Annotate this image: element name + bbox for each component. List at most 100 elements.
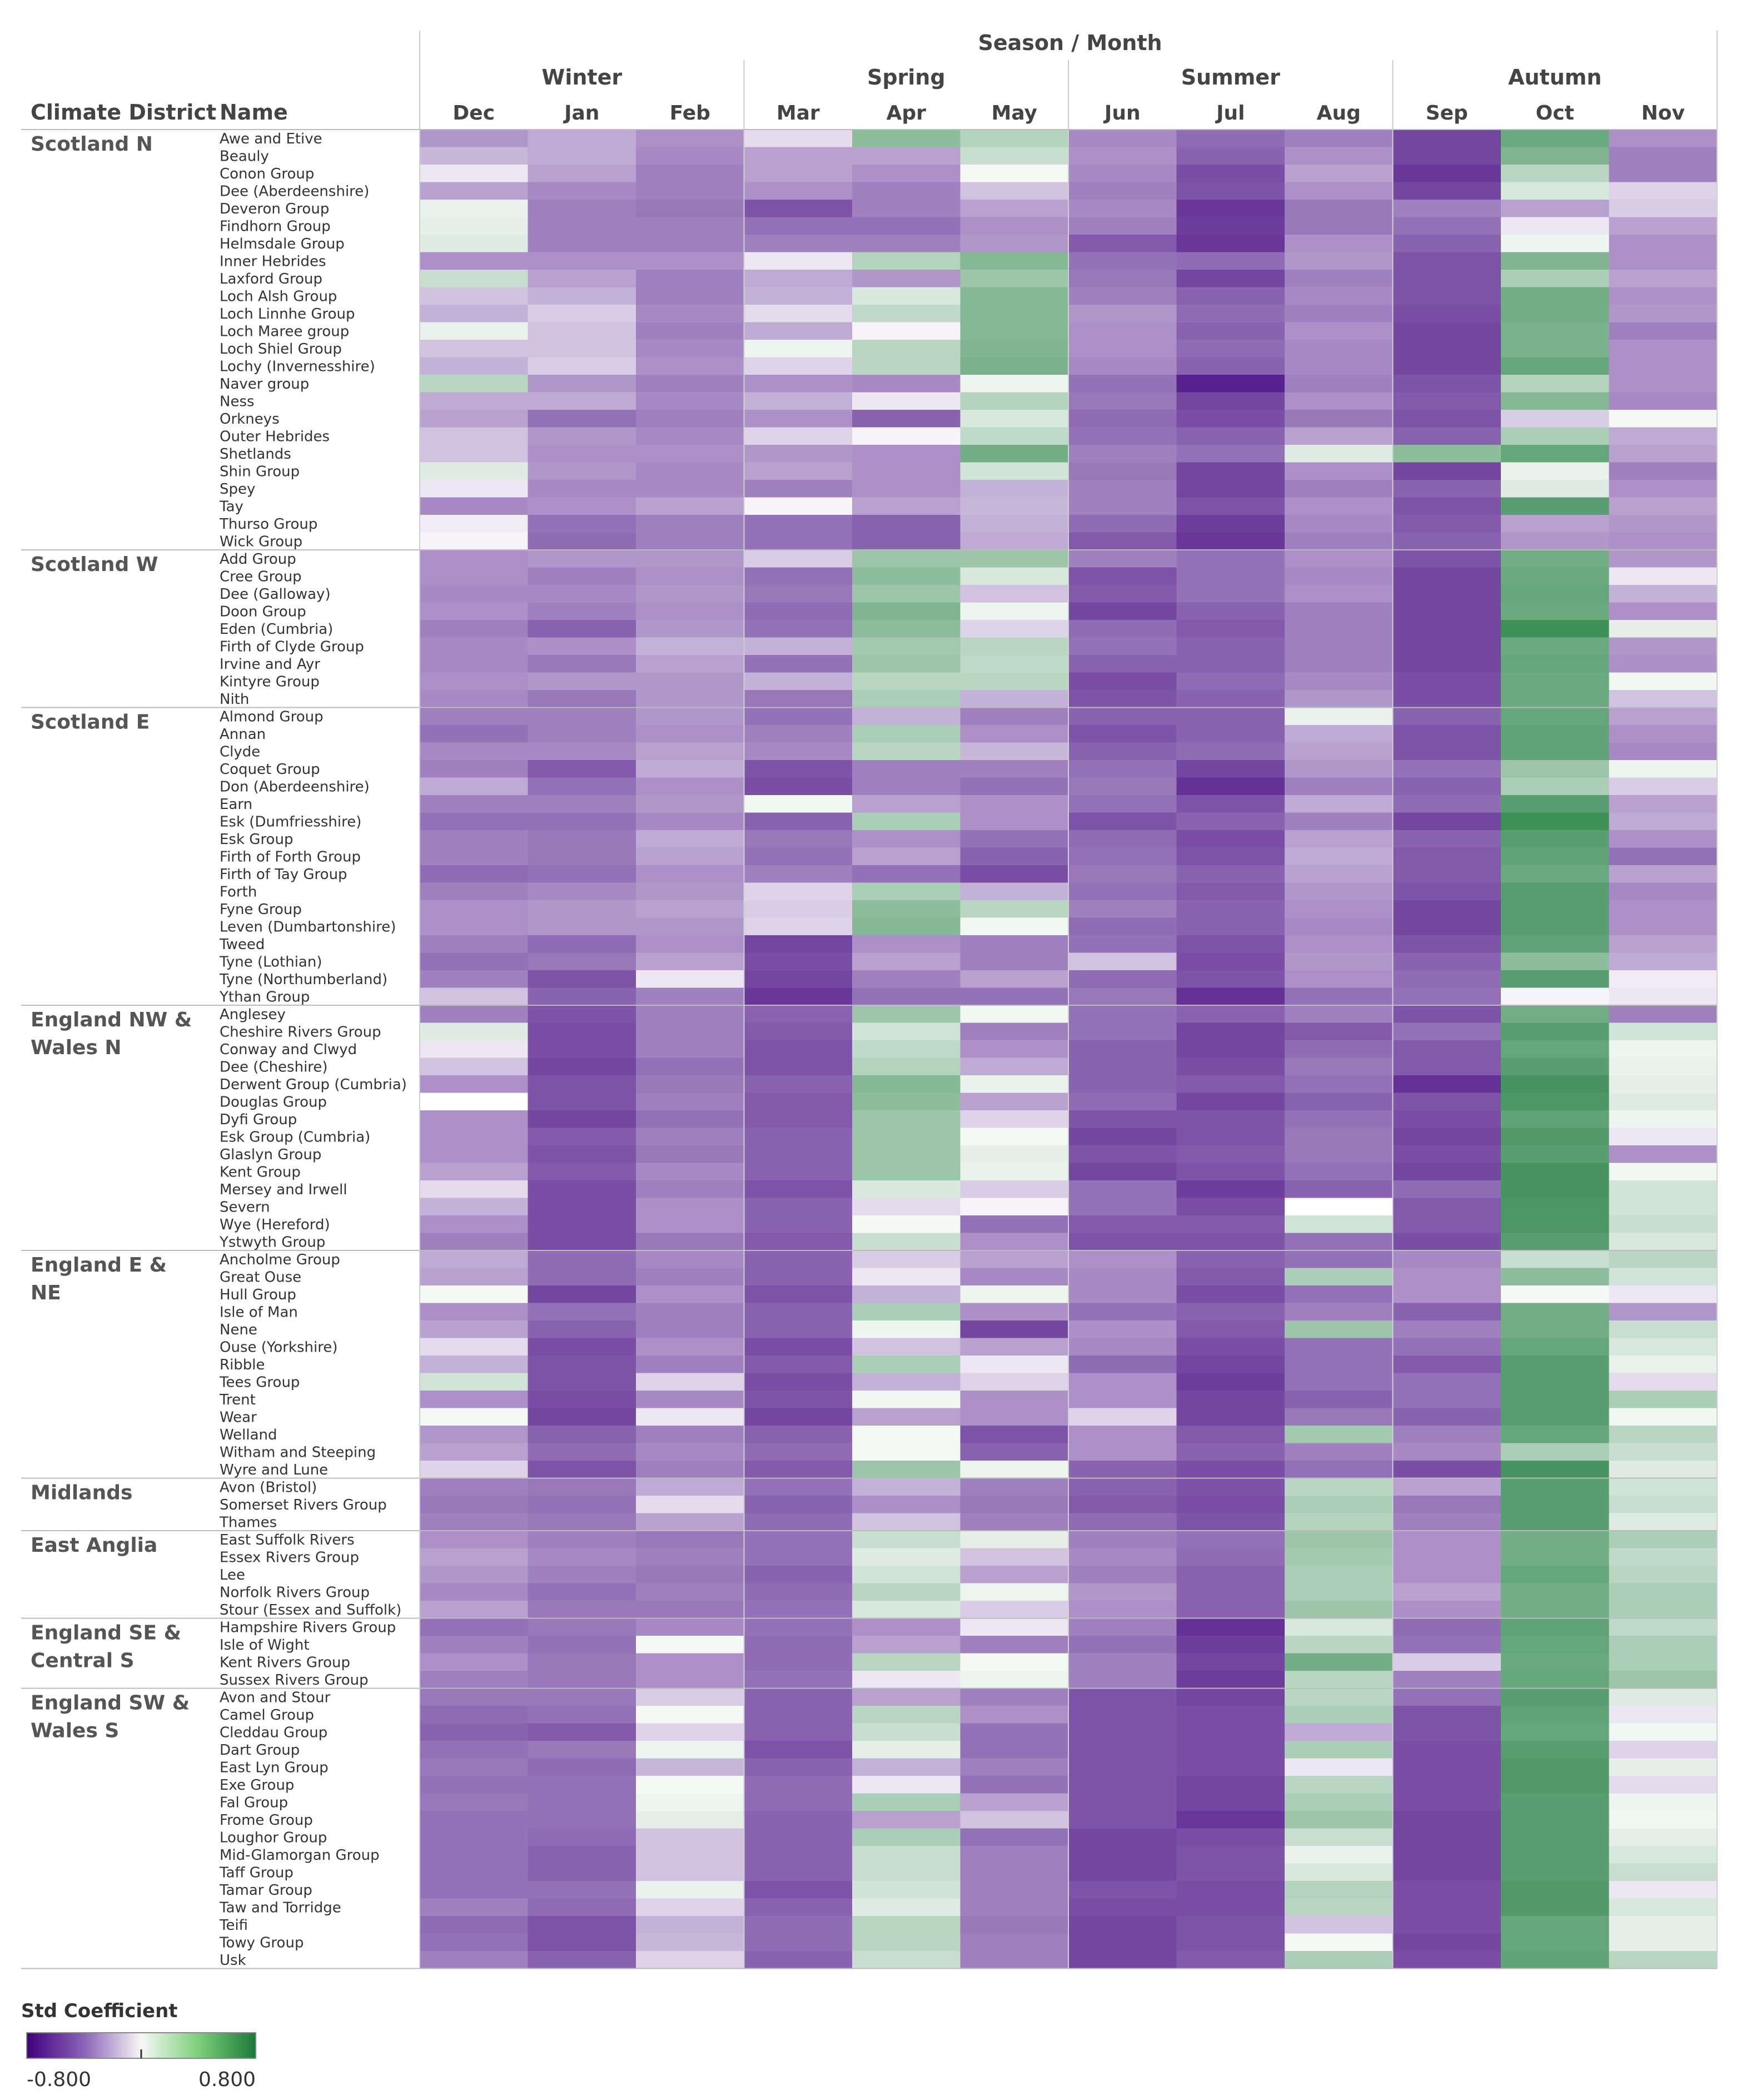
- heatmap-cell[interactable]: [420, 760, 529, 778]
- heatmap-cell[interactable]: [852, 305, 961, 323]
- heatmap-cell[interactable]: [852, 1320, 961, 1339]
- heatmap-cell[interactable]: [1609, 970, 1718, 989]
- heatmap-cell[interactable]: [420, 795, 529, 813]
- heatmap-cell[interactable]: [636, 865, 745, 883]
- heatmap-cell[interactable]: [1392, 200, 1501, 218]
- heatmap-cell[interactable]: [528, 130, 636, 148]
- heatmap-cell[interactable]: [960, 165, 1069, 183]
- heatmap-cell[interactable]: [1176, 305, 1285, 323]
- heatmap-cell[interactable]: [1068, 1198, 1177, 1216]
- heatmap-cell[interactable]: [852, 602, 961, 620]
- heatmap-cell[interactable]: [1068, 1881, 1177, 1899]
- heatmap-cell[interactable]: [1609, 427, 1718, 445]
- heatmap-cell[interactable]: [1176, 987, 1285, 1006]
- heatmap-cell[interactable]: [852, 375, 961, 393]
- heatmap-cell[interactable]: [744, 130, 853, 148]
- heatmap-cell[interactable]: [1392, 462, 1501, 480]
- heatmap-cell[interactable]: [1068, 1583, 1177, 1601]
- heatmap-cell[interactable]: [1068, 707, 1177, 726]
- heatmap-cell[interactable]: [744, 970, 853, 989]
- heatmap-cell[interactable]: [528, 1093, 636, 1111]
- heatmap-cell[interactable]: [960, 1338, 1069, 1356]
- heatmap-cell[interactable]: [1176, 1723, 1285, 1741]
- heatmap-cell[interactable]: [1176, 865, 1285, 883]
- heatmap-cell[interactable]: [1068, 1040, 1177, 1059]
- heatmap-cell[interactable]: [1609, 497, 1718, 515]
- heatmap-cell[interactable]: [1176, 1058, 1285, 1076]
- heatmap-cell[interactable]: [528, 1058, 636, 1076]
- heatmap-cell[interactable]: [960, 1461, 1069, 1479]
- heatmap-cell[interactable]: [1285, 865, 1394, 883]
- heatmap-cell[interactable]: [420, 1285, 529, 1304]
- heatmap-cell[interactable]: [1501, 1320, 1610, 1339]
- heatmap-cell[interactable]: [960, 1093, 1069, 1111]
- heatmap-cell[interactable]: [420, 410, 529, 428]
- heatmap-cell[interactable]: [744, 637, 853, 656]
- heatmap-cell[interactable]: [744, 305, 853, 323]
- heatmap-cell[interactable]: [1392, 1863, 1501, 1881]
- heatmap-cell[interactable]: [960, 287, 1069, 305]
- heatmap-cell[interactable]: [1176, 777, 1285, 796]
- heatmap-cell[interactable]: [1285, 1881, 1394, 1899]
- heatmap-cell[interactable]: [960, 1320, 1069, 1339]
- heatmap-cell[interactable]: [528, 182, 636, 200]
- heatmap-cell[interactable]: [1609, 252, 1718, 270]
- heatmap-cell[interactable]: [1392, 1005, 1501, 1024]
- heatmap-cell[interactable]: [420, 707, 529, 726]
- heatmap-cell[interactable]: [1285, 147, 1394, 165]
- heatmap-cell[interactable]: [1068, 1391, 1177, 1409]
- heatmap-cell[interactable]: [852, 357, 961, 375]
- heatmap-cell[interactable]: [1609, 1811, 1718, 1829]
- heatmap-cell[interactable]: [1176, 742, 1285, 761]
- heatmap-cell[interactable]: [1285, 200, 1394, 218]
- heatmap-cell[interactable]: [636, 1618, 745, 1636]
- heatmap-cell[interactable]: [636, 1706, 745, 1724]
- heatmap-cell[interactable]: [1285, 1671, 1394, 1689]
- heatmap-cell[interactable]: [1609, 1303, 1718, 1321]
- heatmap-cell[interactable]: [1609, 1093, 1718, 1111]
- heatmap-cell[interactable]: [1392, 1513, 1501, 1531]
- heatmap-cell[interactable]: [1176, 1846, 1285, 1864]
- heatmap-cell[interactable]: [1392, 1320, 1501, 1339]
- heatmap-cell[interactable]: [852, 1426, 961, 1444]
- heatmap-cell[interactable]: [528, 1513, 636, 1531]
- heatmap-cell[interactable]: [1176, 1758, 1285, 1776]
- heatmap-cell[interactable]: [1609, 1776, 1718, 1794]
- heatmap-cell[interactable]: [1068, 1356, 1177, 1374]
- heatmap-cell[interactable]: [960, 970, 1069, 989]
- heatmap-cell[interactable]: [960, 1776, 1069, 1794]
- heatmap-cell[interactable]: [420, 1916, 529, 1934]
- heatmap-cell[interactable]: [1176, 410, 1285, 428]
- heatmap-cell[interactable]: [420, 830, 529, 848]
- heatmap-cell[interactable]: [528, 497, 636, 515]
- heatmap-cell[interactable]: [744, 865, 853, 883]
- heatmap-cell[interactable]: [1392, 1180, 1501, 1199]
- heatmap-cell[interactable]: [960, 1688, 1069, 1706]
- heatmap-cell[interactable]: [1068, 392, 1177, 410]
- heatmap-cell[interactable]: [960, 1951, 1069, 1969]
- heatmap-cell[interactable]: [744, 1215, 853, 1234]
- heatmap-cell[interactable]: [1392, 1636, 1501, 1654]
- heatmap-cell[interactable]: [420, 1163, 529, 1181]
- heatmap-cell[interactable]: [1392, 1408, 1501, 1426]
- heatmap-cell[interactable]: [1392, 567, 1501, 585]
- heatmap-cell[interactable]: [528, 1320, 636, 1339]
- heatmap-cell[interactable]: [1068, 287, 1177, 305]
- heatmap-cell[interactable]: [1176, 1531, 1285, 1549]
- heatmap-cell[interactable]: [1176, 1863, 1285, 1881]
- heatmap-cell[interactable]: [1501, 1110, 1610, 1129]
- heatmap-cell[interactable]: [420, 1898, 529, 1917]
- heatmap-cell[interactable]: [744, 252, 853, 270]
- heatmap-cell[interactable]: [1501, 1846, 1610, 1864]
- heatmap-cell[interactable]: [960, 305, 1069, 323]
- heatmap-cell[interactable]: [420, 550, 529, 568]
- heatmap-cell[interactable]: [1068, 795, 1177, 813]
- heatmap-cell[interactable]: [528, 1443, 636, 1461]
- heatmap-cell[interactable]: [1392, 1198, 1501, 1216]
- heatmap-cell[interactable]: [744, 1566, 853, 1584]
- heatmap-cell[interactable]: [420, 1093, 529, 1111]
- heatmap-cell[interactable]: [744, 550, 853, 568]
- heatmap-cell[interactable]: [960, 497, 1069, 515]
- heatmap-cell[interactable]: [528, 1688, 636, 1706]
- heatmap-cell[interactable]: [1501, 1461, 1610, 1479]
